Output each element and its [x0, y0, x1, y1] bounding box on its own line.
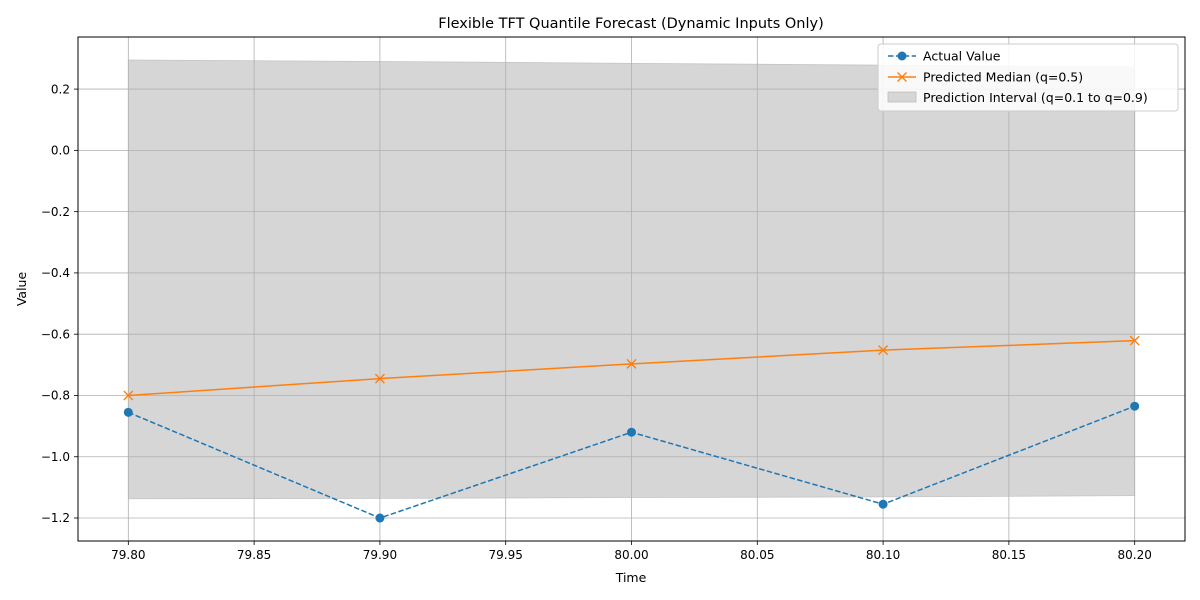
legend-entry-interval: Prediction Interval (q=0.1 to q=0.9)	[887, 90, 1148, 105]
actual-point-2	[627, 427, 636, 437]
y-tick-label-2: −0.2	[41, 205, 70, 219]
y-tick-label-7: −1.2	[41, 511, 70, 525]
y-tick-label-1: 0.0	[51, 144, 70, 158]
median-point-0	[123, 390, 134, 401]
x-tick-label-8: 80.20	[1118, 548, 1152, 562]
chart-title: Flexible TFT Quantile Forecast (Dynamic …	[438, 16, 824, 32]
y-tick-label-4: −0.6	[41, 327, 70, 341]
legend-entry-median: Predicted Median (q=0.5)	[888, 70, 1083, 85]
y-tick-label-0: 0.2	[51, 82, 70, 96]
x-tick-label-4: 80.00	[614, 548, 648, 562]
x-tick-label-0: 79.80	[111, 548, 145, 562]
actual-point-0	[123, 407, 133, 417]
y-tick-label-5: −0.8	[41, 389, 70, 403]
x-tick-label-7: 80.15	[992, 548, 1026, 562]
actual-point-1	[375, 513, 385, 523]
median-point-3	[878, 345, 889, 356]
legend-actual-label: Actual Value	[923, 49, 1001, 64]
legend-median-label: Predicted Median (q=0.5)	[923, 70, 1083, 85]
actual-point-3	[878, 499, 888, 509]
x-axis-ticks: 79.80 79.85 79.90 79.95 80.00 80.05 80.10 80.15…	[111, 541, 1152, 562]
y-tick-label-6: −1.0	[41, 450, 70, 464]
series-layer	[123, 335, 1140, 523]
x-tick-label-3: 79.95	[489, 548, 523, 562]
x-tick-label-2: 79.90	[363, 548, 397, 562]
y-axis-ticks: 0.2 0.0 −0.2 −0.4 −0.6 −0.8 −1.0 −1.2	[41, 82, 78, 525]
x-tick-label-6: 80.10	[866, 548, 900, 562]
legend: Actual Value Predicted Median (q=0.5) Pr…	[877, 43, 1179, 112]
legend-entry-actual: Actual Value	[888, 49, 1001, 64]
x-axis-label: Time	[615, 570, 647, 585]
y-axis-label: Value	[14, 272, 29, 307]
legend-median-marker-swatch	[897, 72, 907, 82]
median-point-4	[1129, 335, 1140, 346]
actual-point-4	[1130, 401, 1140, 411]
legend-interval-label: Prediction Interval (q=0.1 to q=0.9)	[923, 90, 1148, 105]
x-tick-label-1: 79.85	[237, 548, 271, 562]
median-point-1	[374, 373, 385, 384]
legend-interval-swatch	[887, 91, 917, 103]
legend-box	[877, 43, 1179, 112]
y-tick-label-3: −0.4	[41, 266, 70, 280]
median-point-2	[626, 358, 637, 369]
x-tick-label-5: 80.05	[740, 548, 774, 562]
legend-actual-marker-swatch	[897, 51, 907, 61]
grid-layer	[78, 37, 1185, 541]
